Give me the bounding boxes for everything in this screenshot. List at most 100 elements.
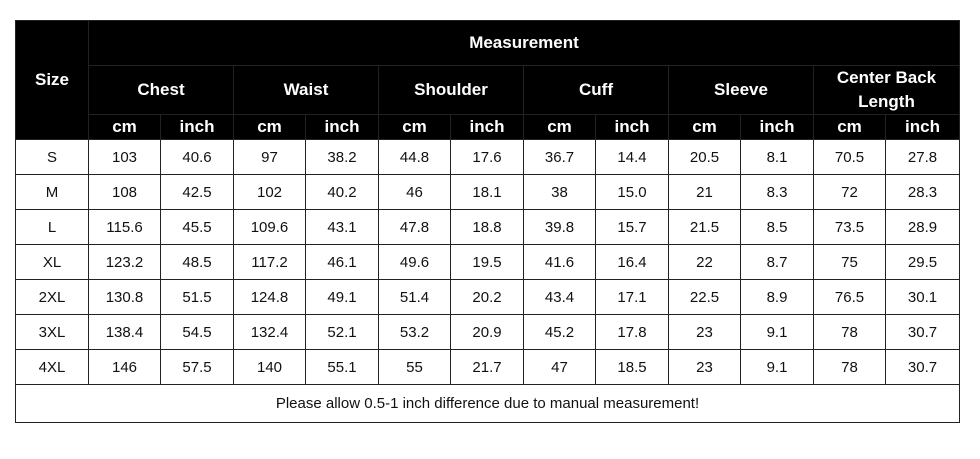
- measurement-cell: 20.5: [668, 139, 741, 175]
- measurement-cell: 73.5: [813, 209, 886, 245]
- size-column-header: Size: [15, 20, 89, 140]
- measurement-cell: 47: [523, 349, 596, 385]
- measurement-cell: 40.2: [305, 174, 379, 210]
- measurement-cell: 17.6: [450, 139, 524, 175]
- measurement-cell: 38.2: [305, 139, 379, 175]
- measurement-cell: 23: [668, 314, 741, 350]
- measurement-cell: 8.1: [740, 139, 814, 175]
- unit-header-inch: inch: [885, 114, 960, 140]
- measurement-cell: 117.2: [233, 244, 306, 280]
- measurement-cell: 49.1: [305, 279, 379, 315]
- measurement-cell: 124.8: [233, 279, 306, 315]
- measurement-cell: 54.5: [160, 314, 234, 350]
- measurement-cell: 72: [813, 174, 886, 210]
- measurement-cell: 28.3: [885, 174, 960, 210]
- measurement-cell: 109.6: [233, 209, 306, 245]
- measurement-cell: 75: [813, 244, 886, 280]
- size-cell: S: [15, 139, 89, 175]
- measurement-cell: 14.4: [595, 139, 669, 175]
- measurement-cell: 123.2: [88, 244, 161, 280]
- measurement-cell: 44.8: [378, 139, 451, 175]
- unit-header-cm: cm: [813, 114, 886, 140]
- measurement-cell: 102: [233, 174, 306, 210]
- measurement-cell: 21.5: [668, 209, 741, 245]
- measurement-cell: 27.8: [885, 139, 960, 175]
- measurement-cell: 8.9: [740, 279, 814, 315]
- measurement-cell: 115.6: [88, 209, 161, 245]
- measurement-cell: 47.8: [378, 209, 451, 245]
- table-row: XL 123.2 48.5 117.2 46.1 49.6 19.5 41.6 16.4 22 8.…: [15, 244, 960, 280]
- measurement-cell: 18.5: [595, 349, 669, 385]
- group-header-chest: Chest: [88, 65, 234, 115]
- measurement-cell: 36.7: [523, 139, 596, 175]
- measurement-cell: 97: [233, 139, 306, 175]
- measurement-cell: 41.6: [523, 244, 596, 280]
- size-table-body: S 103 40.6 97 38.2 44.8 17.6 36.7 14.4 20.5 8.1 70.…: [15, 139, 960, 423]
- size-cell: 4XL: [15, 349, 89, 385]
- measurement-cell: 28.9: [885, 209, 960, 245]
- measurement-cell: 9.1: [740, 349, 814, 385]
- measurement-cell: 30.7: [885, 349, 960, 385]
- measurement-cell: 21: [668, 174, 741, 210]
- measurement-cell: 51.4: [378, 279, 451, 315]
- measurement-cell: 18.8: [450, 209, 524, 245]
- measurement-cell: 146: [88, 349, 161, 385]
- measurement-cell: 8.3: [740, 174, 814, 210]
- size-chart-table: Size Measurement Chest Waist Shoulder Cu…: [15, 20, 960, 423]
- measurement-cell: 78: [813, 349, 886, 385]
- measurement-cell: 20.9: [450, 314, 524, 350]
- group-header-cuff: Cuff: [523, 65, 669, 115]
- measurement-cell: 23: [668, 349, 741, 385]
- measurement-cell: 8.5: [740, 209, 814, 245]
- note-row: Please allow 0.5-1 inch difference due t…: [15, 384, 960, 423]
- measurement-cell: 53.2: [378, 314, 451, 350]
- size-cell: XL: [15, 244, 89, 280]
- measurement-cell: 19.5: [450, 244, 524, 280]
- unit-header-inch: inch: [740, 114, 814, 140]
- table-row: M 108 42.5 102 40.2 46 18.1 38 15.0 21 8.3 72 28.3: [15, 174, 960, 210]
- measurement-cell: 15.0: [595, 174, 669, 210]
- unit-header-cm: cm: [668, 114, 741, 140]
- size-cell: L: [15, 209, 89, 245]
- group-header-sleeve: Sleeve: [668, 65, 814, 115]
- measurement-cell: 57.5: [160, 349, 234, 385]
- measurement-cell: 46: [378, 174, 451, 210]
- measurement-cell: 22: [668, 244, 741, 280]
- measurement-cell: 15.7: [595, 209, 669, 245]
- measurement-cell: 18.1: [450, 174, 524, 210]
- measurement-cell: 30.1: [885, 279, 960, 315]
- measurement-cell: 140: [233, 349, 306, 385]
- measurement-cell: 108: [88, 174, 161, 210]
- measurement-cell: 49.6: [378, 244, 451, 280]
- unit-header-inch: inch: [595, 114, 669, 140]
- size-cell: 2XL: [15, 279, 89, 315]
- unit-header-cm: cm: [233, 114, 306, 140]
- size-cell: 3XL: [15, 314, 89, 350]
- measurement-cell: 132.4: [233, 314, 306, 350]
- measurement-cell: 45.2: [523, 314, 596, 350]
- measurement-cell: 46.1: [305, 244, 379, 280]
- measurement-cell: 17.8: [595, 314, 669, 350]
- unit-header-inch: inch: [305, 114, 379, 140]
- measurement-cell: 76.5: [813, 279, 886, 315]
- measurement-cell: 70.5: [813, 139, 886, 175]
- measurement-cell: 40.6: [160, 139, 234, 175]
- measurement-cell: 30.7: [885, 314, 960, 350]
- table-row: 2XL 130.8 51.5 124.8 49.1 51.4 20.2 43.4 17.1 22.…: [15, 279, 960, 315]
- measurement-cell: 45.5: [160, 209, 234, 245]
- measurement-cell: 130.8: [88, 279, 161, 315]
- measurement-note: Please allow 0.5-1 inch difference due t…: [15, 384, 960, 423]
- measurement-cell: 48.5: [160, 244, 234, 280]
- measurement-cell: 22.5: [668, 279, 741, 315]
- unit-header-inch: inch: [450, 114, 524, 140]
- unit-header-cm: cm: [88, 114, 161, 140]
- measurement-cell: 29.5: [885, 244, 960, 280]
- measurement-cell: 8.7: [740, 244, 814, 280]
- measurement-cell: 16.4: [595, 244, 669, 280]
- unit-header-cm: cm: [523, 114, 596, 140]
- size-cell: M: [15, 174, 89, 210]
- measurement-cell: 103: [88, 139, 161, 175]
- unit-header-cm: cm: [378, 114, 451, 140]
- measurement-header: Measurement: [88, 20, 960, 66]
- measurement-cell: 17.1: [595, 279, 669, 315]
